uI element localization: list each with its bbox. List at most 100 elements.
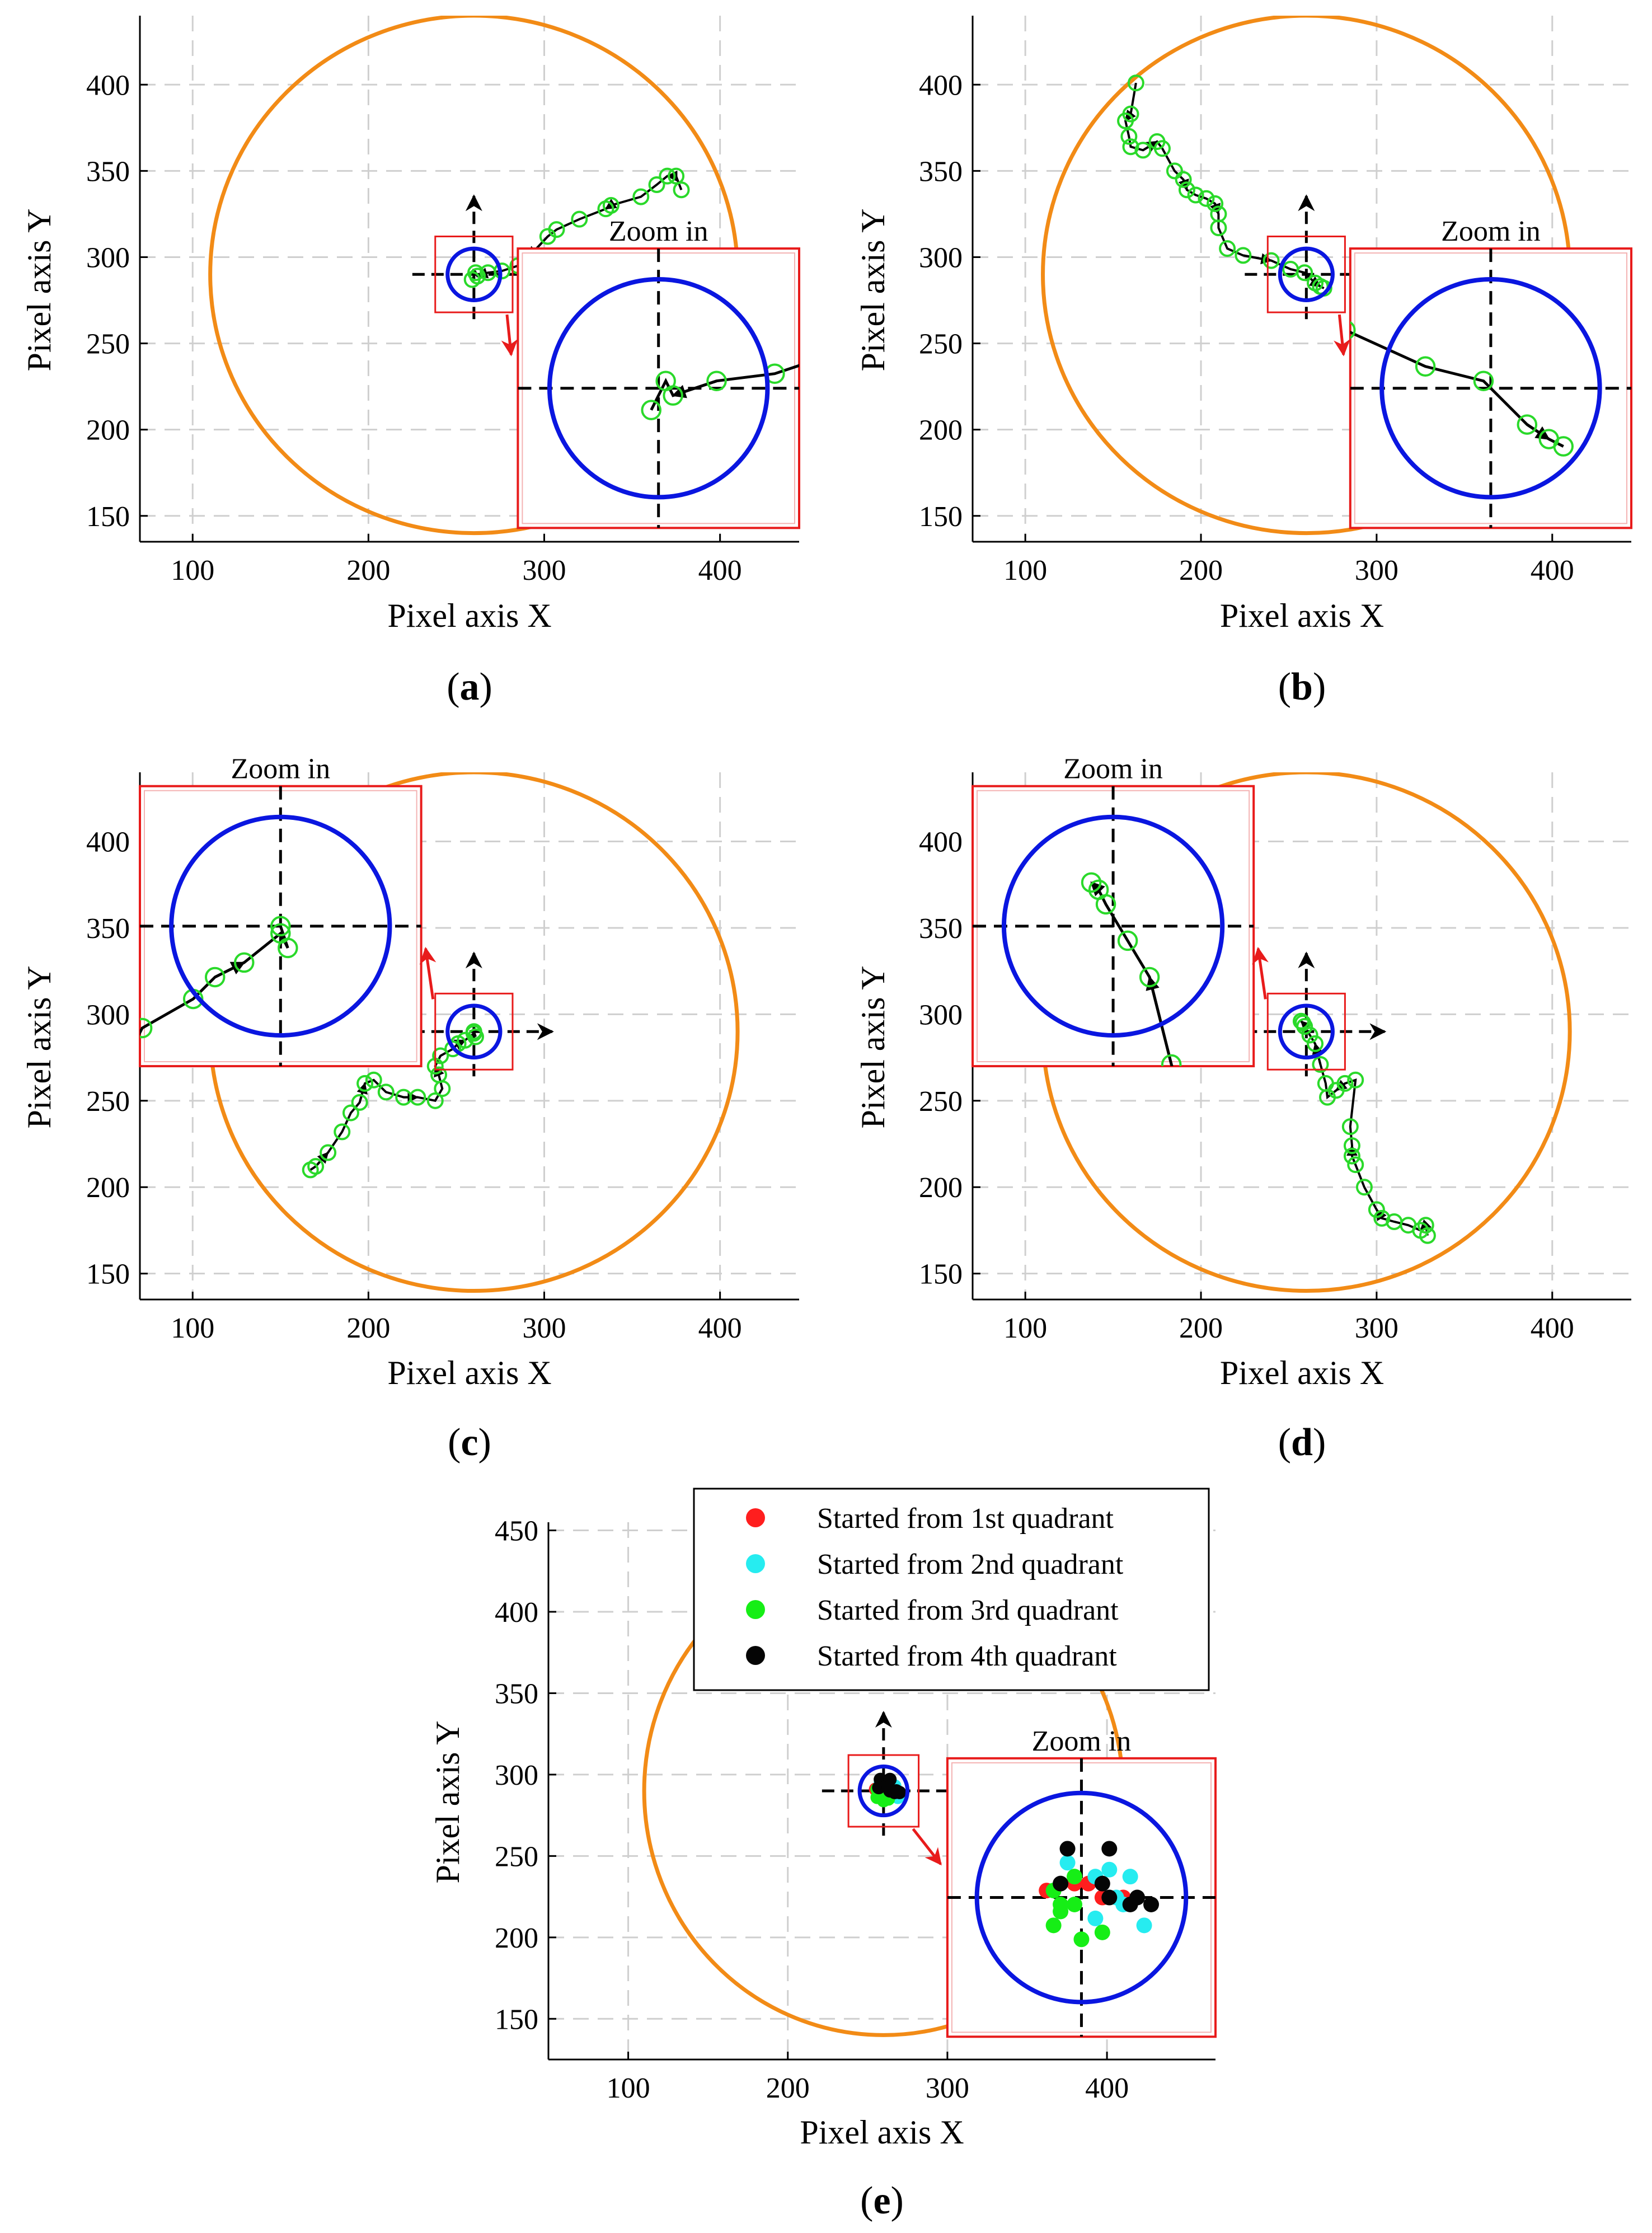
y-axis-label: Pixel axis Y (21, 208, 58, 371)
inset-endpoint-marker (1067, 1869, 1083, 1885)
inset-endpoint-marker (1129, 1889, 1146, 1906)
y-tick-label: 150 (919, 501, 963, 533)
x-tick-label: 200 (346, 555, 390, 587)
inset-trajectory-point (1415, 356, 1436, 377)
x-axis-label: Pixel axis X (387, 597, 551, 634)
y-tick-label: 150 (919, 1259, 963, 1291)
inset-trajectory-point (1517, 414, 1538, 435)
x-tick-label: 300 (926, 2072, 969, 2104)
x-tick-label: 200 (766, 2072, 810, 2104)
x-tick-label: 400 (698, 555, 742, 587)
panel-label-close: ) (480, 665, 492, 709)
y-tick-label: 150 (86, 501, 130, 533)
main-trajectory-point (365, 1071, 382, 1089)
inset-trajectory-point (1606, 1776, 1625, 1795)
inset-trajectory-point (140, 1017, 153, 1039)
inset-trajectory-arrow (1146, 975, 1173, 1065)
panel-label-close: ) (1313, 665, 1326, 709)
inset-trajectory-point (1139, 967, 1160, 988)
zoom-window-box (1266, 992, 1346, 1071)
main-trajectory-point (1117, 112, 1134, 129)
y-axis-label: Pixel axis Y (855, 208, 891, 371)
zoom-window-box (434, 992, 514, 1071)
target-circle (857, 1764, 910, 1818)
main-trajectory-point (479, 264, 496, 282)
main-trajectory-arrow (1335, 1080, 1348, 1091)
main-trajectory-arrow (604, 198, 617, 210)
main-trajectory-point (1347, 1071, 1364, 1089)
main-trajectory-point (432, 1047, 449, 1064)
x-tick-label: 100 (1003, 555, 1047, 587)
inset-trajectory-point (270, 916, 291, 937)
zoom-arrow (419, 946, 437, 1000)
inset-endpoint-marker (1073, 1931, 1090, 1948)
x-tick-label: 200 (1179, 555, 1223, 587)
y-tick-label: 400 (919, 827, 963, 859)
main-trajectory-arrow (315, 1151, 329, 1167)
x-tick-label: 300 (1355, 555, 1398, 587)
panel-b: 100 200 300 400 150 200 250 300 350 400 Pixel axis… (855, 16, 1632, 709)
inset-trajectory-point (1117, 930, 1138, 951)
main-endpoint-marker (881, 1781, 895, 1795)
legend: Started from 1st quadrant Started from 2n… (693, 1488, 1210, 1691)
inset-trajectory-point (1161, 1054, 1182, 1067)
y-tick-label: 300 (86, 999, 130, 1031)
inset-target-circle (169, 814, 392, 1038)
inset-trajectory-point (1577, 1754, 1595, 1773)
main-trajectory-point (1386, 1213, 1403, 1231)
inset-trajectory-point (1473, 370, 1494, 391)
x-axis-label: Pixel axis X (1220, 597, 1384, 634)
y-tick-label: 400 (919, 69, 963, 101)
inset-endpoint-marker (1136, 1917, 1152, 1934)
inset-trajectory-point (1264, 1136, 1283, 1153)
y-tick-label: 350 (919, 156, 963, 187)
y-tick-label: 350 (919, 913, 963, 945)
y-tick-label: 450 (495, 1516, 538, 1547)
inset-trajectory-point (140, 1157, 159, 1176)
main-trajectory-point (1343, 1137, 1360, 1155)
y-tick-label: 300 (495, 1760, 538, 1791)
main-trajectory-point (463, 271, 481, 288)
panel-label-close: ) (1313, 1421, 1326, 1464)
main-trajectory-point (351, 1094, 368, 1111)
main-trajectory-point (444, 1040, 462, 1058)
zoom-arrow (501, 314, 518, 356)
panel-label: (c) (448, 1421, 491, 1464)
inset-trajectory-point (955, 219, 973, 238)
x-tick-label: 200 (346, 1312, 390, 1344)
zoom-label: Zoom in (1063, 753, 1163, 785)
main-trajectory-point (659, 167, 676, 185)
main-trajectory-line (1124, 82, 1325, 289)
inset-trajectory-point (1228, 1165, 1246, 1183)
x-tick-label: 300 (523, 555, 566, 587)
inset-endpoint-marker (1067, 1897, 1083, 1913)
inset-trajectory-point (1344, 1572, 1363, 1591)
y-tick-label: 250 (919, 329, 963, 360)
inset-trajectory-point (1119, 183, 1137, 201)
inset-trajectory-point (1506, 23, 1525, 41)
inset-trajectory-arrow (214, 961, 246, 979)
inset-trajectory-point (234, 952, 255, 973)
y-tick-label: 400 (495, 1597, 538, 1629)
panel-label-letter: a (460, 665, 480, 709)
inset-trajectory-point (1220, 299, 1238, 318)
inset-trajectory-point (1088, 879, 1109, 900)
panel-label-letter: b (1291, 665, 1313, 709)
main-trajectory-point (342, 1104, 359, 1122)
inset-trajectory-point (655, 370, 676, 391)
legend-box (693, 1488, 1210, 1691)
y-axis-label: Pixel axis Y (429, 1720, 466, 1883)
inset-trajectory-point (988, 23, 1006, 41)
legend-marker (746, 1508, 765, 1527)
inset-trajectory-arrow (1203, 97, 1225, 112)
main-trajectory-point (1296, 264, 1313, 282)
y-tick-label: 250 (86, 329, 130, 360)
inset-trajectory-point (1155, 270, 1174, 288)
inset-target-circle (1001, 814, 1225, 1038)
zoom-window-box (1266, 235, 1346, 313)
y-axis-label: Pixel axis Y (21, 965, 58, 1128)
main-trajectory-arrow (1242, 253, 1273, 265)
main-trajectory-point (1312, 1055, 1329, 1073)
main-endpoint-marker (893, 1785, 907, 1799)
legend-marker (746, 1554, 765, 1573)
